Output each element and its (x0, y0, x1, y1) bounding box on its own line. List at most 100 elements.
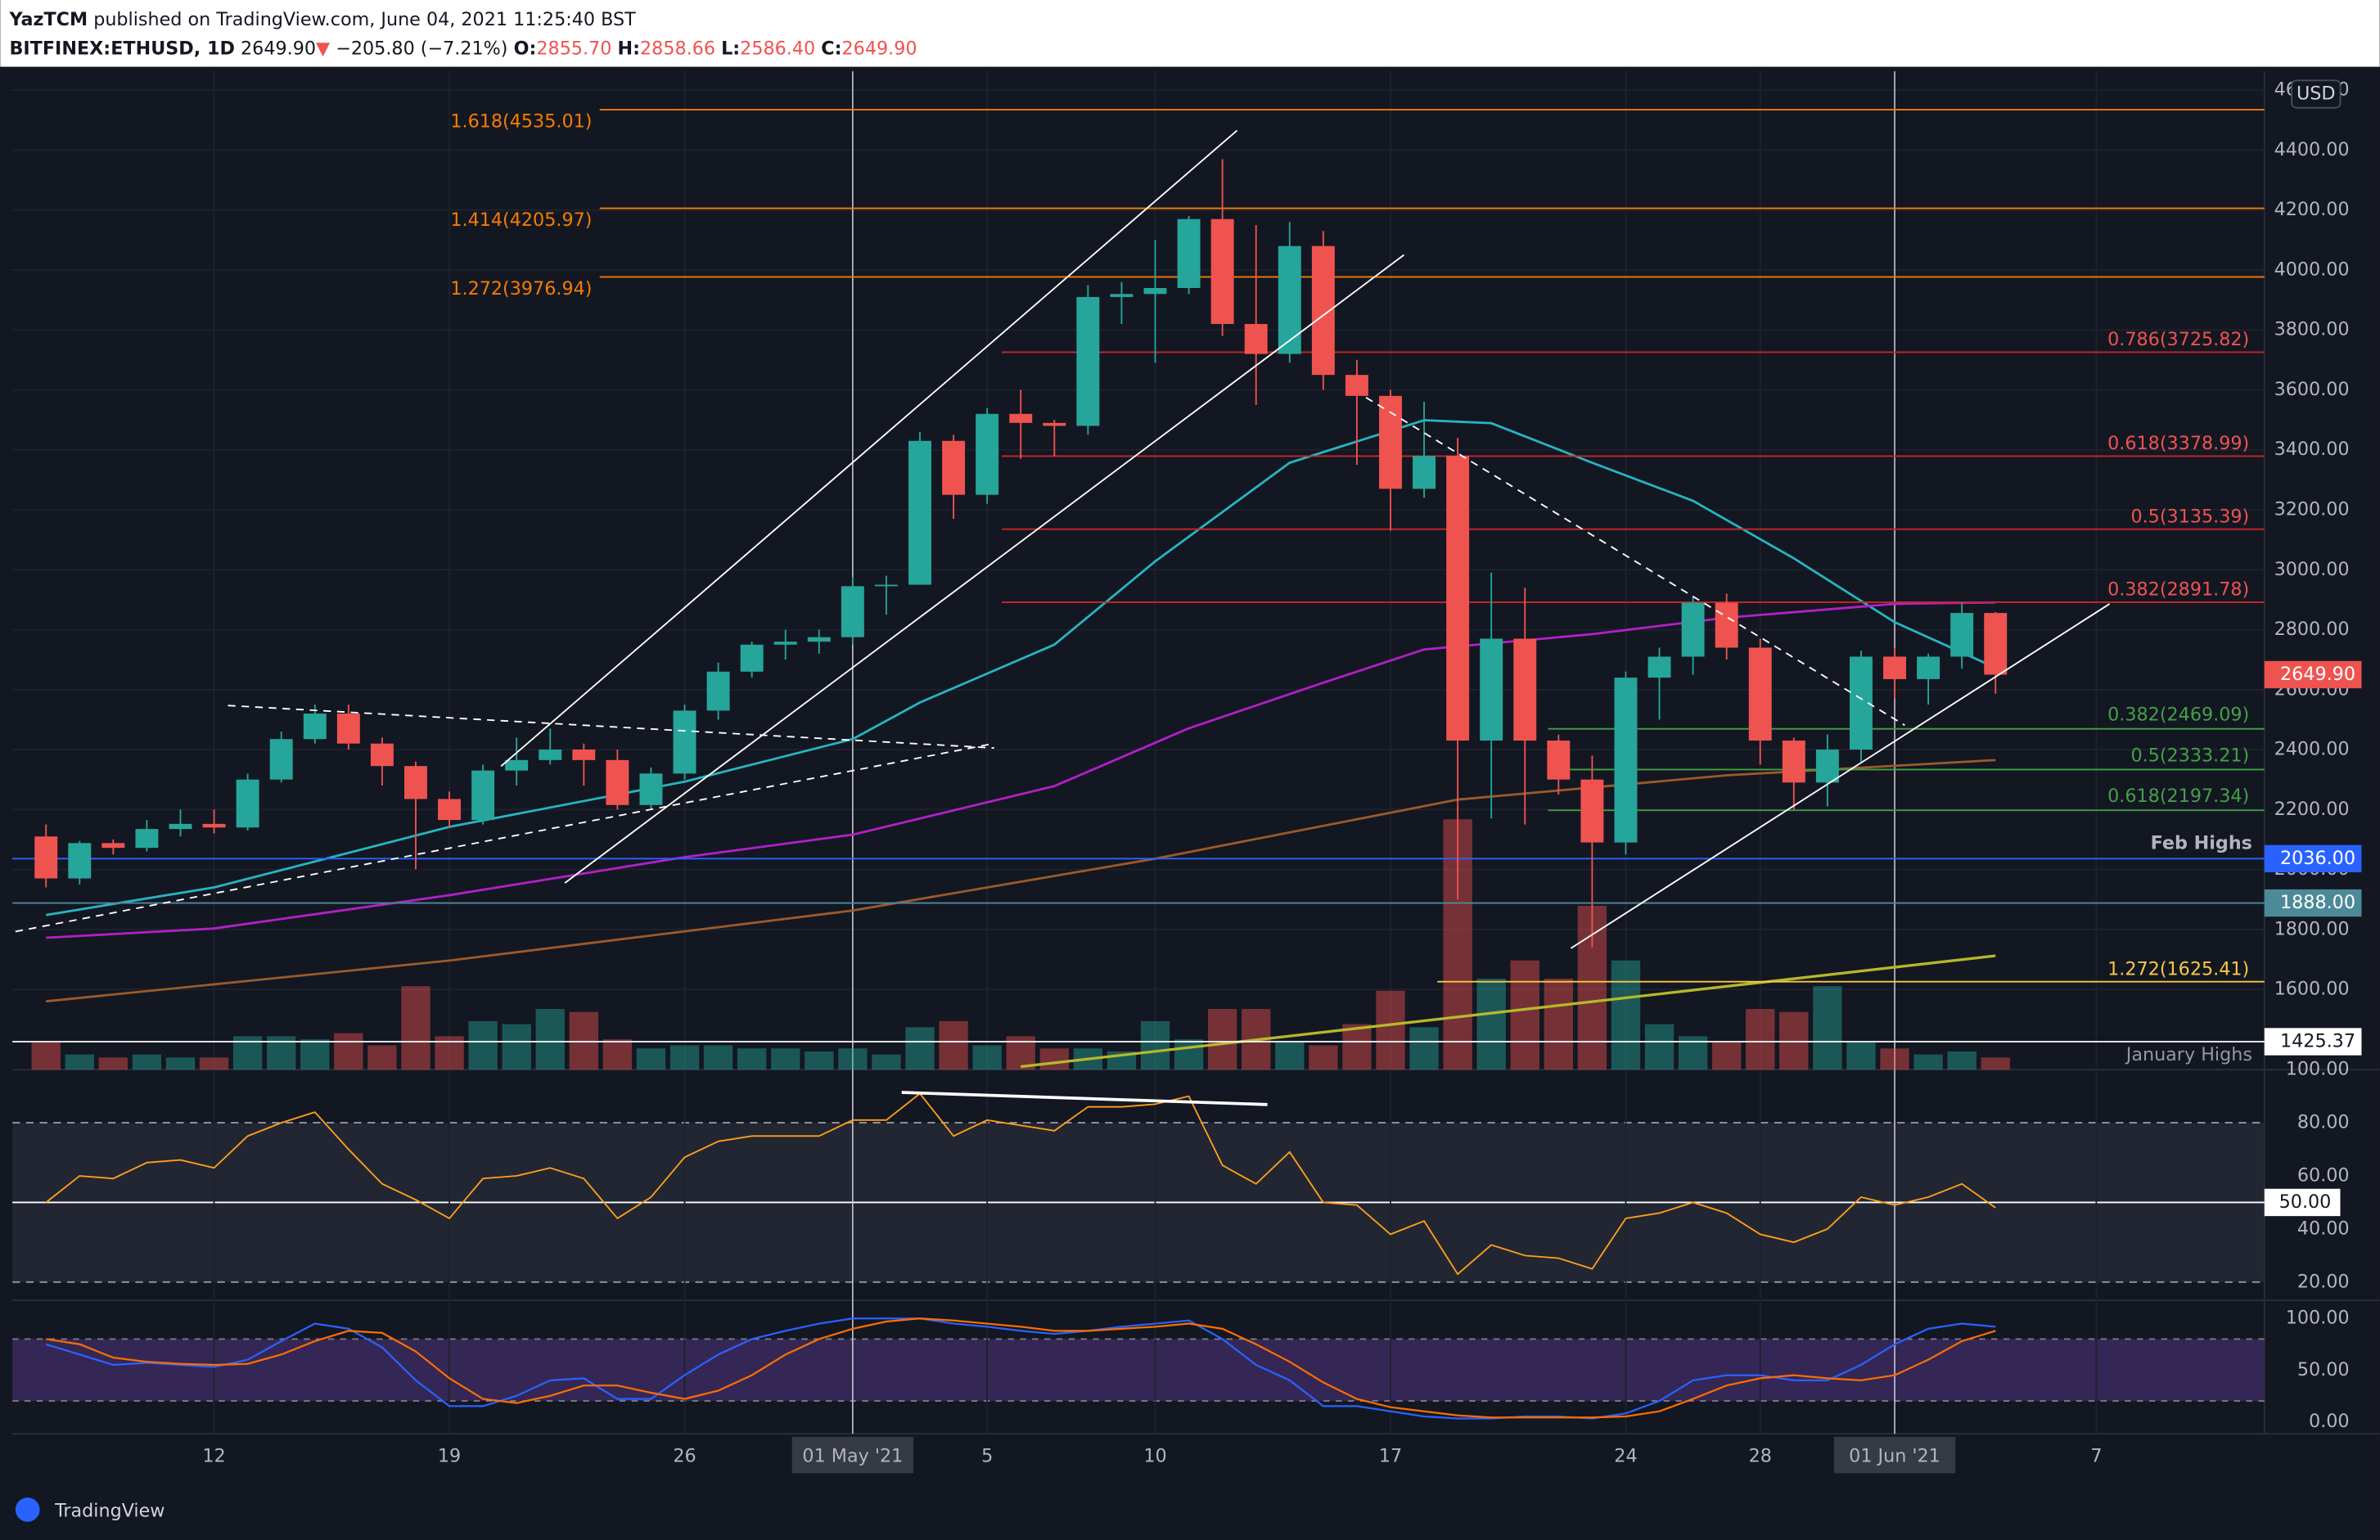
volume-bar (1846, 1042, 1876, 1070)
volume-bar (1913, 1054, 1943, 1070)
y-tick-label: 1600.00 (2274, 979, 2350, 1000)
rsi-mid-badge (2264, 1188, 2341, 1217)
ohlc-value: 2855.70 (536, 38, 611, 59)
volume-bar (401, 986, 430, 1070)
volume-bar (468, 1020, 498, 1070)
candle-body (706, 671, 730, 711)
volume-bar (771, 1048, 800, 1070)
candle-body (908, 440, 931, 585)
level-label: 1.618(4535.01) (450, 110, 592, 132)
candle-body (1681, 602, 1705, 657)
x-tick-label: 12 (202, 1446, 225, 1467)
candle-body (169, 823, 192, 830)
y-tick-label: 3000.00 (2274, 559, 2350, 580)
candle-body (1379, 395, 1402, 489)
x-tick-label: 01 May '21 (802, 1446, 903, 1467)
last-price-badge (2264, 660, 2362, 689)
volume-bar (602, 1039, 633, 1070)
candle-body (1782, 741, 1805, 783)
candle-body (1815, 750, 1839, 783)
volume-bar (1880, 1048, 1909, 1070)
level-label: 0.382(2469.09) (2107, 705, 2249, 726)
price-badge-label: 1425.37 (2280, 1031, 2355, 1052)
volume-bar (31, 1042, 61, 1070)
price-badge-label: 1888.00 (2280, 892, 2355, 913)
x-tick-label: 5 (981, 1446, 993, 1467)
candle-body (740, 644, 764, 672)
ohlc-key: O: (514, 38, 537, 59)
x-tick-label: 7 (2090, 1446, 2102, 1467)
rsi-tick-label: 80.00 (2297, 1112, 2350, 1133)
price-badge-label: 2036.00 (2280, 848, 2355, 869)
candle-body (34, 836, 58, 879)
y-tick-label: 2800.00 (2274, 619, 2350, 640)
x-tick-label: 19 (438, 1446, 461, 1467)
level-label: 1.272(1625.41) (2107, 958, 2249, 979)
candle-body (639, 773, 663, 805)
candle-body (1748, 647, 1772, 741)
candle-body (1715, 602, 1738, 648)
levels: 1.618(4535.01) 1.414(4205.97) 1.272(3976.9… (12, 109, 2265, 1065)
volume-bar (1981, 1057, 2010, 1070)
candle-body (1984, 613, 2008, 675)
candle-body (942, 440, 966, 495)
stoch-tick-label: 50.00 (2297, 1359, 2350, 1380)
moving-average (1021, 954, 1996, 1069)
candle-body (370, 743, 394, 767)
price-badge (2264, 1028, 2362, 1056)
x-tick-label: 24 (1614, 1446, 1637, 1467)
stoch-line (45, 1317, 1996, 1420)
candle-body (1446, 456, 1470, 741)
candle-body (1076, 296, 1100, 426)
candle-body (673, 710, 696, 774)
ohlc-value: 2649.90 (842, 38, 917, 59)
candle-body (135, 829, 159, 849)
x-tick-label: 26 (673, 1446, 696, 1467)
candle-body (1009, 413, 1033, 423)
x-tick-label: 28 (1749, 1446, 1772, 1467)
volume-bar (1644, 1024, 1675, 1070)
candle-body (539, 750, 562, 760)
candle-body (1648, 656, 1671, 678)
volume-bar (1779, 1011, 1809, 1070)
volume-bar (703, 1045, 733, 1070)
candle-body (976, 413, 999, 495)
price-badge (2264, 844, 2362, 873)
level-label: 0.5(3135.39) (2130, 506, 2249, 527)
candle-body (101, 843, 125, 849)
candle-body (1413, 456, 1436, 489)
volume-bar (1813, 986, 1842, 1070)
logo-icon (15, 1497, 40, 1522)
ohlc-key: H: (617, 38, 640, 59)
candle-body (336, 714, 360, 744)
rsi-tick-label: 60.00 (2297, 1165, 2350, 1187)
header-bar (0, 0, 2380, 67)
divergence-line (901, 1091, 1268, 1106)
candle-body (1210, 218, 1234, 324)
publish-line: YazTCM published on TradingView.com, Jun… (8, 9, 636, 30)
horizontal-line-label: Feb Highs (2151, 832, 2252, 853)
volume-bar (1376, 990, 1405, 1070)
volume-bar (1342, 1024, 1372, 1070)
volume-bar (199, 1057, 229, 1070)
y-tick-label: 4000.00 (2274, 259, 2350, 280)
stoch-tick-label: 100.00 (2286, 1308, 2350, 1329)
ohlc-key: C: (821, 38, 841, 59)
rsi-tick-label: 20.00 (2297, 1271, 2350, 1292)
stoch-tick-label: 0.00 (2309, 1411, 2350, 1432)
volume-bar (65, 1054, 94, 1070)
candle-body (1917, 656, 1941, 679)
volume-bar (838, 1048, 868, 1070)
trendline (564, 254, 1404, 884)
candle-body (1547, 741, 1571, 780)
volume-bar (535, 1009, 565, 1070)
candle-body (1614, 678, 1638, 843)
volume-bar (1476, 978, 1506, 1070)
y-tick-label: 4400.00 (2274, 139, 2350, 160)
volume-bar (1207, 1009, 1237, 1070)
volume-bar (972, 1045, 1002, 1070)
rsi-line (45, 1092, 1996, 1276)
y-tick-label: 2400.00 (2274, 739, 2350, 760)
panel-backgrounds (12, 71, 2380, 1435)
